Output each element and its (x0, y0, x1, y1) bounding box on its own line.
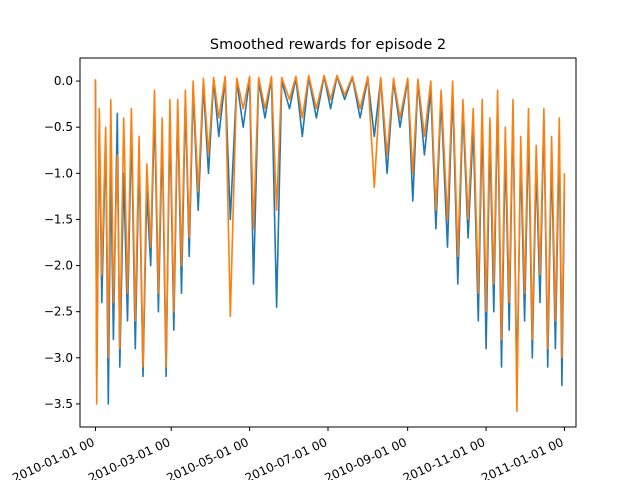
y-tick-label: −1.0 (44, 166, 73, 180)
y-tick-label: −2.5 (44, 305, 73, 319)
chart-title: Smoothed rewards for episode 2 (210, 37, 446, 53)
series-line-2 (94, 74, 566, 413)
y-tick-label: −0.5 (44, 120, 73, 134)
y-tick-label: −3.0 (44, 351, 73, 365)
plot-area (94, 74, 566, 413)
y-tick-label: 0.0 (54, 74, 73, 88)
y-axis: 0.0 −0.5 −1.0 −1.5 −2.0 −2.5 −3.0 −3.5 (44, 74, 80, 411)
y-tick-label: −3.5 (44, 397, 73, 411)
y-tick-label: −1.5 (44, 212, 73, 226)
y-tick-label: −2.0 (44, 259, 73, 273)
